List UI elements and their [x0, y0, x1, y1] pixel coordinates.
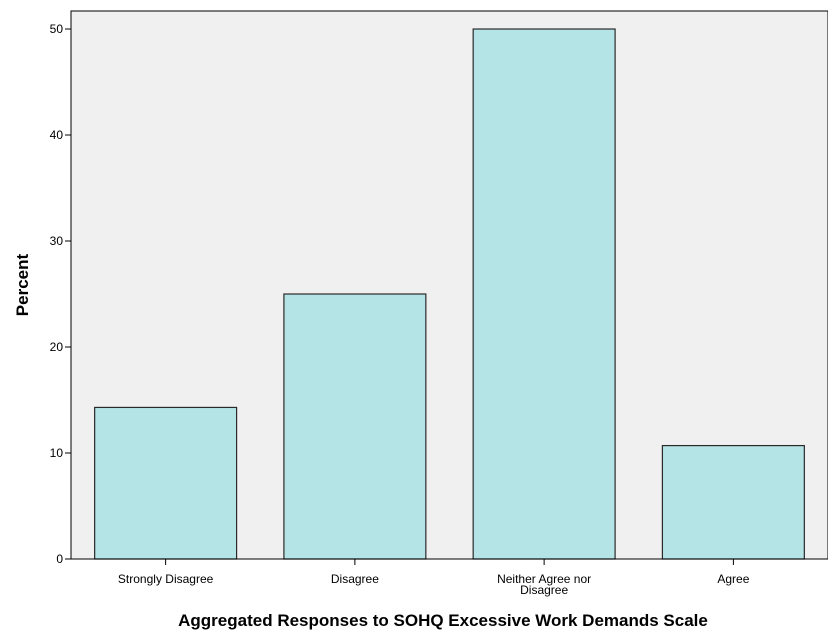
- x-axis: Strongly Disagree Disagree Neither Agree n…: [71, 558, 828, 597]
- y-tick-label: 50: [50, 22, 64, 36]
- bars-group: [94, 28, 805, 560]
- x-tick-label: Agree: [717, 572, 749, 586]
- y-axis: 0 10 20 30 40 50: [50, 11, 72, 566]
- y-tick-label: 0: [56, 552, 63, 566]
- bar: [94, 406, 238, 560]
- x-tick-label-line: Agree: [717, 572, 749, 586]
- x-tick-label: Neither Agree nor Disagree: [497, 572, 591, 597]
- x-tick-label-line: Disagree: [520, 583, 568, 597]
- x-axis-title: Aggregated Responses to SOHQ Excessive W…: [178, 611, 708, 630]
- y-tick-label: 20: [50, 340, 64, 354]
- x-tick-label-line: Disagree: [331, 572, 379, 586]
- x-tick-label-line: Neither Agree nor: [497, 572, 591, 586]
- bar: [661, 444, 805, 560]
- x-tick-label: Strongly Disagree: [118, 572, 214, 586]
- bar: [472, 28, 616, 560]
- x-tick-label-line: Strongly Disagree: [118, 572, 214, 586]
- y-tick-label: 10: [50, 446, 64, 460]
- y-tick-label: 40: [50, 128, 64, 142]
- y-tick-label: 30: [50, 234, 64, 248]
- bar: [283, 293, 427, 560]
- y-axis-title: Percent: [13, 253, 32, 316]
- x-tick-label: Disagree: [331, 572, 379, 586]
